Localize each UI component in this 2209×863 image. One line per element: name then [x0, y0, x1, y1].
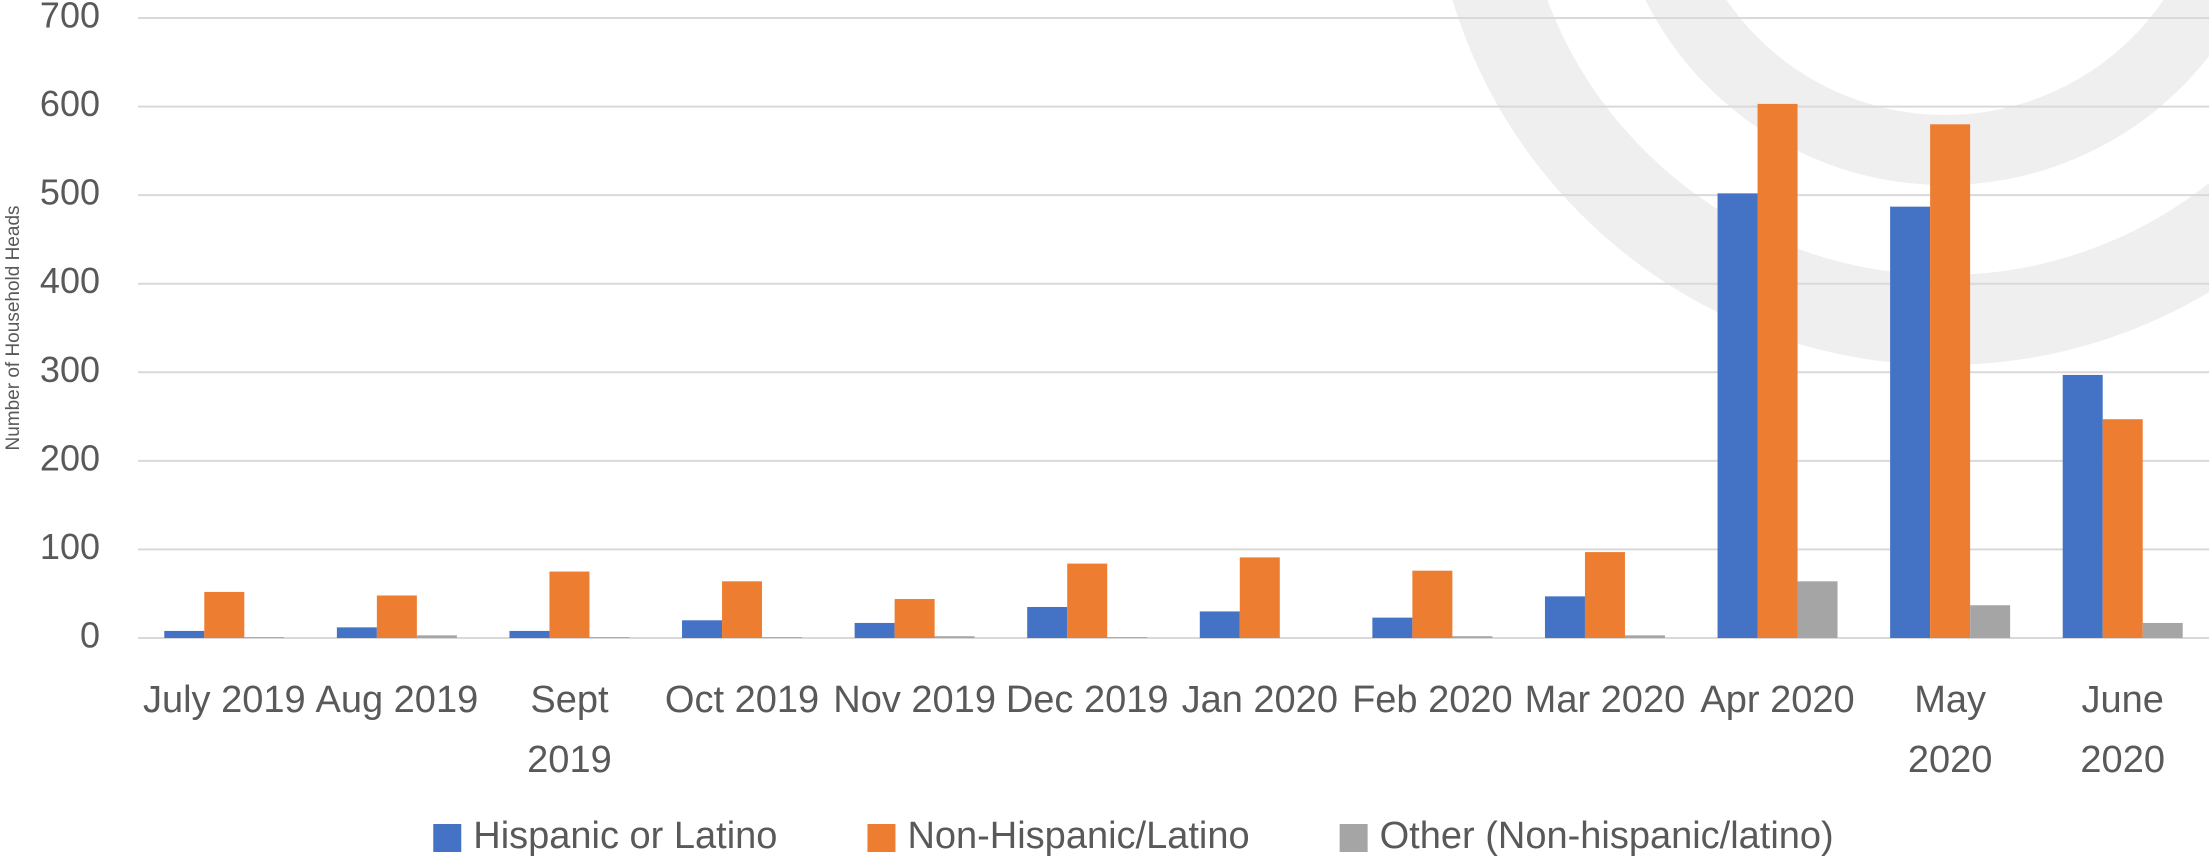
bar	[336, 627, 377, 638]
x-tick-label: Sept 2019	[527, 679, 612, 781]
bar	[1890, 206, 1931, 638]
x-tick-label: Nov 2019	[833, 679, 996, 721]
bar	[416, 635, 457, 638]
legend-label: Non-Hispanic/Latino	[907, 815, 1249, 857]
bar	[1412, 570, 1453, 638]
bar	[1797, 581, 1838, 638]
bar	[1624, 635, 1665, 638]
bar	[1067, 563, 1108, 638]
x-tick-label: Apr 2020	[1700, 679, 1855, 721]
x-tick-label: Aug 2019	[315, 679, 479, 721]
bar	[1717, 193, 1758, 638]
y-tick-label: 500	[40, 172, 100, 213]
bar	[1930, 124, 1971, 639]
bar	[2142, 622, 2183, 638]
bar	[376, 595, 417, 638]
x-tick-label: July 2019	[142, 679, 306, 721]
bar	[722, 581, 763, 638]
x-tick-label: Mar 2020	[1524, 679, 1686, 721]
watermark	[1452, 0, 2209, 365]
bar	[1372, 617, 1413, 638]
legend-swatch	[433, 824, 462, 852]
bar	[682, 620, 723, 638]
bar	[2062, 374, 2103, 638]
y-axis-title: Number of Household Heads	[3, 205, 24, 450]
y-tick-label: 200	[40, 437, 100, 478]
y-tick-label: 400	[40, 260, 100, 301]
x-tick-label: Jan 2020	[1181, 679, 1338, 721]
x-tick-label: Feb 2020	[1352, 679, 1513, 721]
bar	[1027, 607, 1068, 638]
bar	[164, 630, 205, 638]
y-tick-label: 300	[40, 349, 100, 390]
bar	[934, 636, 975, 638]
bar	[2102, 419, 2143, 638]
bar	[1757, 103, 1798, 638]
y-tick-label: 100	[40, 526, 100, 567]
bar	[1239, 557, 1280, 638]
bar	[1107, 637, 1148, 638]
bar	[762, 637, 803, 638]
legend-label: Hispanic or Latino	[473, 815, 777, 857]
x-tick-label: Dec 2019	[1005, 679, 1169, 721]
x-tick-label: May 2020	[1907, 679, 1993, 781]
watermark-arc	[1646, 0, 2209, 185]
legend-swatch	[867, 824, 896, 852]
bar	[1544, 596, 1585, 638]
bar	[549, 571, 590, 638]
legend-swatch	[1339, 824, 1368, 852]
x-tick-label: June 2020	[2080, 679, 2165, 781]
bar	[204, 591, 245, 638]
bar	[589, 637, 630, 638]
bar	[894, 599, 935, 638]
bar	[1452, 636, 1493, 638]
bar	[1199, 611, 1240, 638]
bar	[509, 630, 550, 638]
bar	[244, 637, 285, 638]
bar	[1584, 552, 1625, 638]
y-tick-label: 700	[40, 0, 100, 36]
y-tick-label: 600	[40, 83, 100, 124]
legend-label: Other (Non-hispanic/latino)	[1380, 815, 1834, 857]
y-tick-label: 0	[80, 615, 100, 656]
bar	[1970, 605, 2011, 638]
bar	[854, 622, 895, 638]
x-tick-label: Oct 2019	[664, 679, 820, 721]
